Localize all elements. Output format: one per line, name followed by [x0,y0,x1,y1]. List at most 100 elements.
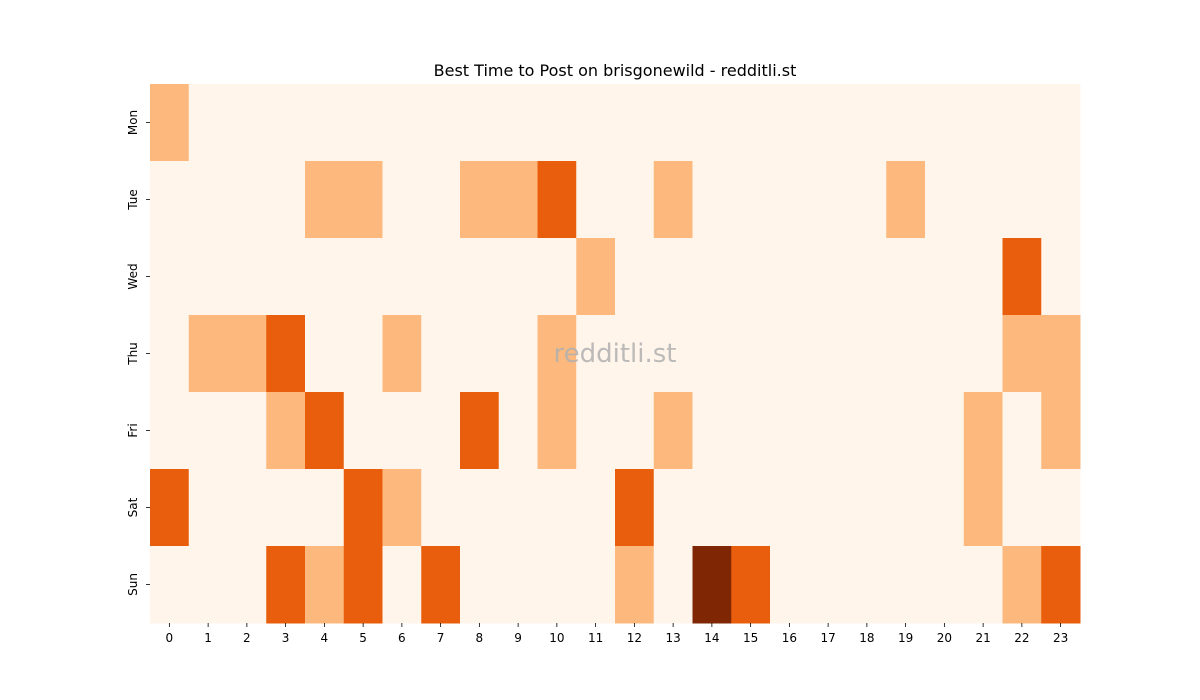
heatmap-cell-mon-5 [343,84,383,162]
heatmap-cell-tue-15 [731,161,771,239]
heatmap-cell-wed-1 [188,238,228,316]
heatmap-cell-fri-11 [576,392,616,470]
heatmap-cell-thu-19 [886,315,926,393]
heatmap-cell-mon-9 [498,84,538,162]
heatmap-cell-fri-3 [266,392,306,470]
heatmap-cell-wed-14 [692,238,732,316]
heatmap-cell-sat-23 [1041,469,1081,547]
heatmap-cell-tue-10 [537,161,577,239]
heatmap-cell-tue-18 [847,161,887,239]
heatmap-cell-sat-17 [808,469,848,547]
heatmap-cell-thu-8 [460,315,500,393]
heatmap-cell-wed-12 [615,238,655,316]
heatmap-cell-sat-21 [963,469,1003,547]
heatmap-cell-wed-21 [963,238,1003,316]
heatmap-cell-sun-1 [188,546,228,624]
heatmap-cell-tue-3 [266,161,306,239]
y-tick-label: Fri [126,423,140,437]
heatmap-cell-thu-7 [421,315,461,393]
heatmap-cell-thu-3 [266,315,306,393]
heatmap-cell-tue-9 [498,161,538,239]
heatmap-cell-thu-5 [343,315,383,393]
heatmap-cell-wed-0 [150,238,190,316]
heatmap-cell-sun-7 [421,546,461,624]
x-tick-label: 17 [820,631,835,645]
heatmap-cell-tue-2 [227,161,267,239]
heatmap-cell-tue-23 [1041,161,1081,239]
heatmap-cell-mon-2 [227,84,267,162]
heatmap-cell-fri-7 [421,392,461,470]
watermark: redditli.st [554,339,677,369]
x-tick-label: 0 [166,631,174,645]
heatmap-cell-mon-7 [421,84,461,162]
x-tick-label: 2 [243,631,251,645]
heatmap-cell-wed-23 [1041,238,1081,316]
heatmap-cell-thu-21 [963,315,1003,393]
heatmap-cell-tue-13 [653,161,693,239]
heatmap-cell-fri-1 [188,392,228,470]
heatmap-cell-sun-20 [925,546,965,624]
heatmap-cell-mon-19 [886,84,926,162]
heatmap-cell-sat-20 [925,469,965,547]
heatmap-cell-sun-4 [305,546,345,624]
heatmap-cell-tue-22 [1002,161,1042,239]
heatmap-cell-thu-1 [188,315,228,393]
heatmap-cell-sat-22 [1002,469,1042,547]
heatmap-cell-tue-16 [770,161,810,239]
y-tick-label: Wed [126,263,140,289]
heatmap-cell-sat-10 [537,469,577,547]
heatmap-cell-mon-8 [460,84,500,162]
heatmap-cell-mon-17 [808,84,848,162]
heatmap-cell-sun-13 [653,546,693,624]
heatmap-cell-fri-5 [343,392,383,470]
heatmap-cell-mon-0 [150,84,190,162]
heatmap-cell-sun-5 [343,546,383,624]
x-tick-label: 16 [782,631,797,645]
heatmap-cell-fri-20 [925,392,965,470]
heatmap-cell-sat-3 [266,469,306,547]
heatmap-cell-thu-17 [808,315,848,393]
heatmap-cell-sat-13 [653,469,693,547]
heatmap-cell-wed-9 [498,238,538,316]
x-tick-label: 19 [898,631,913,645]
heatmap-cell-fri-17 [808,392,848,470]
heatmap-cell-sun-14 [692,546,732,624]
x-tick-label: 15 [743,631,758,645]
heatmap-cell-sun-21 [963,546,1003,624]
heatmap-cell-sat-6 [382,469,422,547]
heatmap-cell-mon-11 [576,84,616,162]
heatmap-cell-mon-14 [692,84,732,162]
heatmap-cell-thu-10 [537,315,577,393]
heatmap-cell-sun-2 [227,546,267,624]
heatmap-cell-sat-5 [343,469,383,547]
heatmap-cell-mon-23 [1041,84,1081,162]
x-tick-label: 22 [1014,631,1029,645]
heatmap-cell-fri-22 [1002,392,1042,470]
heatmap-cell-wed-19 [886,238,926,316]
y-axis: Mon Tue Wed Thu Fri Sat Sun [126,110,150,596]
heatmap-cell-sun-15 [731,546,771,624]
heatmap-cell-tue-17 [808,161,848,239]
x-tick-label: 8 [476,631,484,645]
heatmap-cell-thu-14 [692,315,732,393]
x-tick-label: 7 [437,631,445,645]
heatmap-cell-sun-16 [770,546,810,624]
heatmap-cell-thu-4 [305,315,345,393]
heatmap-cell-tue-1 [188,161,228,239]
heatmap-cell-wed-7 [421,238,461,316]
heatmap-cell-sat-9 [498,469,538,547]
heatmap-cell-tue-7 [421,161,461,239]
heatmap-cell-wed-18 [847,238,887,316]
heatmap-cell-sun-3 [266,546,306,624]
heatmap-cell-wed-11 [576,238,616,316]
heatmap-cell-fri-19 [886,392,926,470]
heatmap-cell-tue-0 [150,161,190,239]
x-tick-label: 9 [514,631,522,645]
heatmap-cell-thu-12 [615,315,655,393]
heatmap-cell-fri-12 [615,392,655,470]
heatmap-cell-wed-22 [1002,238,1042,316]
x-tick-label: 10 [549,631,564,645]
x-tick-label: 20 [937,631,952,645]
heatmap-cell-mon-4 [305,84,345,162]
heatmap-cell-tue-8 [460,161,500,239]
